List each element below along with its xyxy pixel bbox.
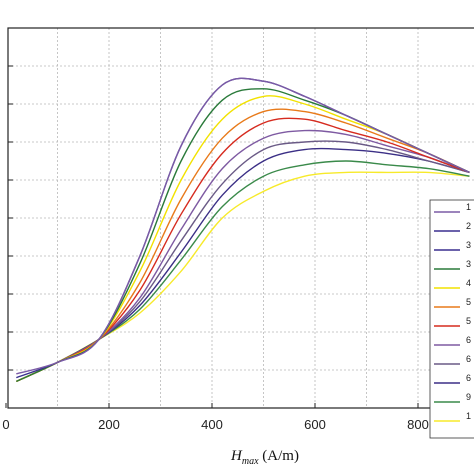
axes: 0 200 400 600 800 [2,65,429,432]
legend-label: 1 [466,411,471,421]
x-axis-label-unit: (A/m) [259,448,299,464]
x-axis-label-subscript: max [242,456,259,467]
legend-label: 2 [466,221,471,231]
series-line [16,77,470,375]
legend-label: 6 [466,335,471,345]
legend-label: 5 [466,297,471,307]
series-layer [16,77,470,383]
x-tick-label: 0 [2,417,9,432]
legend-label: 3 [466,259,471,269]
legend-box [429,199,474,439]
legend-label: 6 [466,354,471,364]
legend-label: 3 [466,240,471,250]
x-tick-label: 600 [304,417,326,432]
x-tick-label: 800 [407,417,429,432]
legend-label: 4 [466,278,471,288]
x-tick-label: 400 [201,417,223,432]
legend-label: 6 [466,373,471,383]
x-tick-label: 200 [98,417,120,432]
legend-label: 1 [466,202,471,212]
legend-label: 9 [466,392,471,402]
legend-label: 5 [466,316,471,326]
x-axis-label-symbol: H [230,448,243,464]
x-axis-label: Hmax (A/m) [230,448,299,467]
legend: 1 2 3 3 4 5 5 6 6 6 9 1 [429,199,474,439]
